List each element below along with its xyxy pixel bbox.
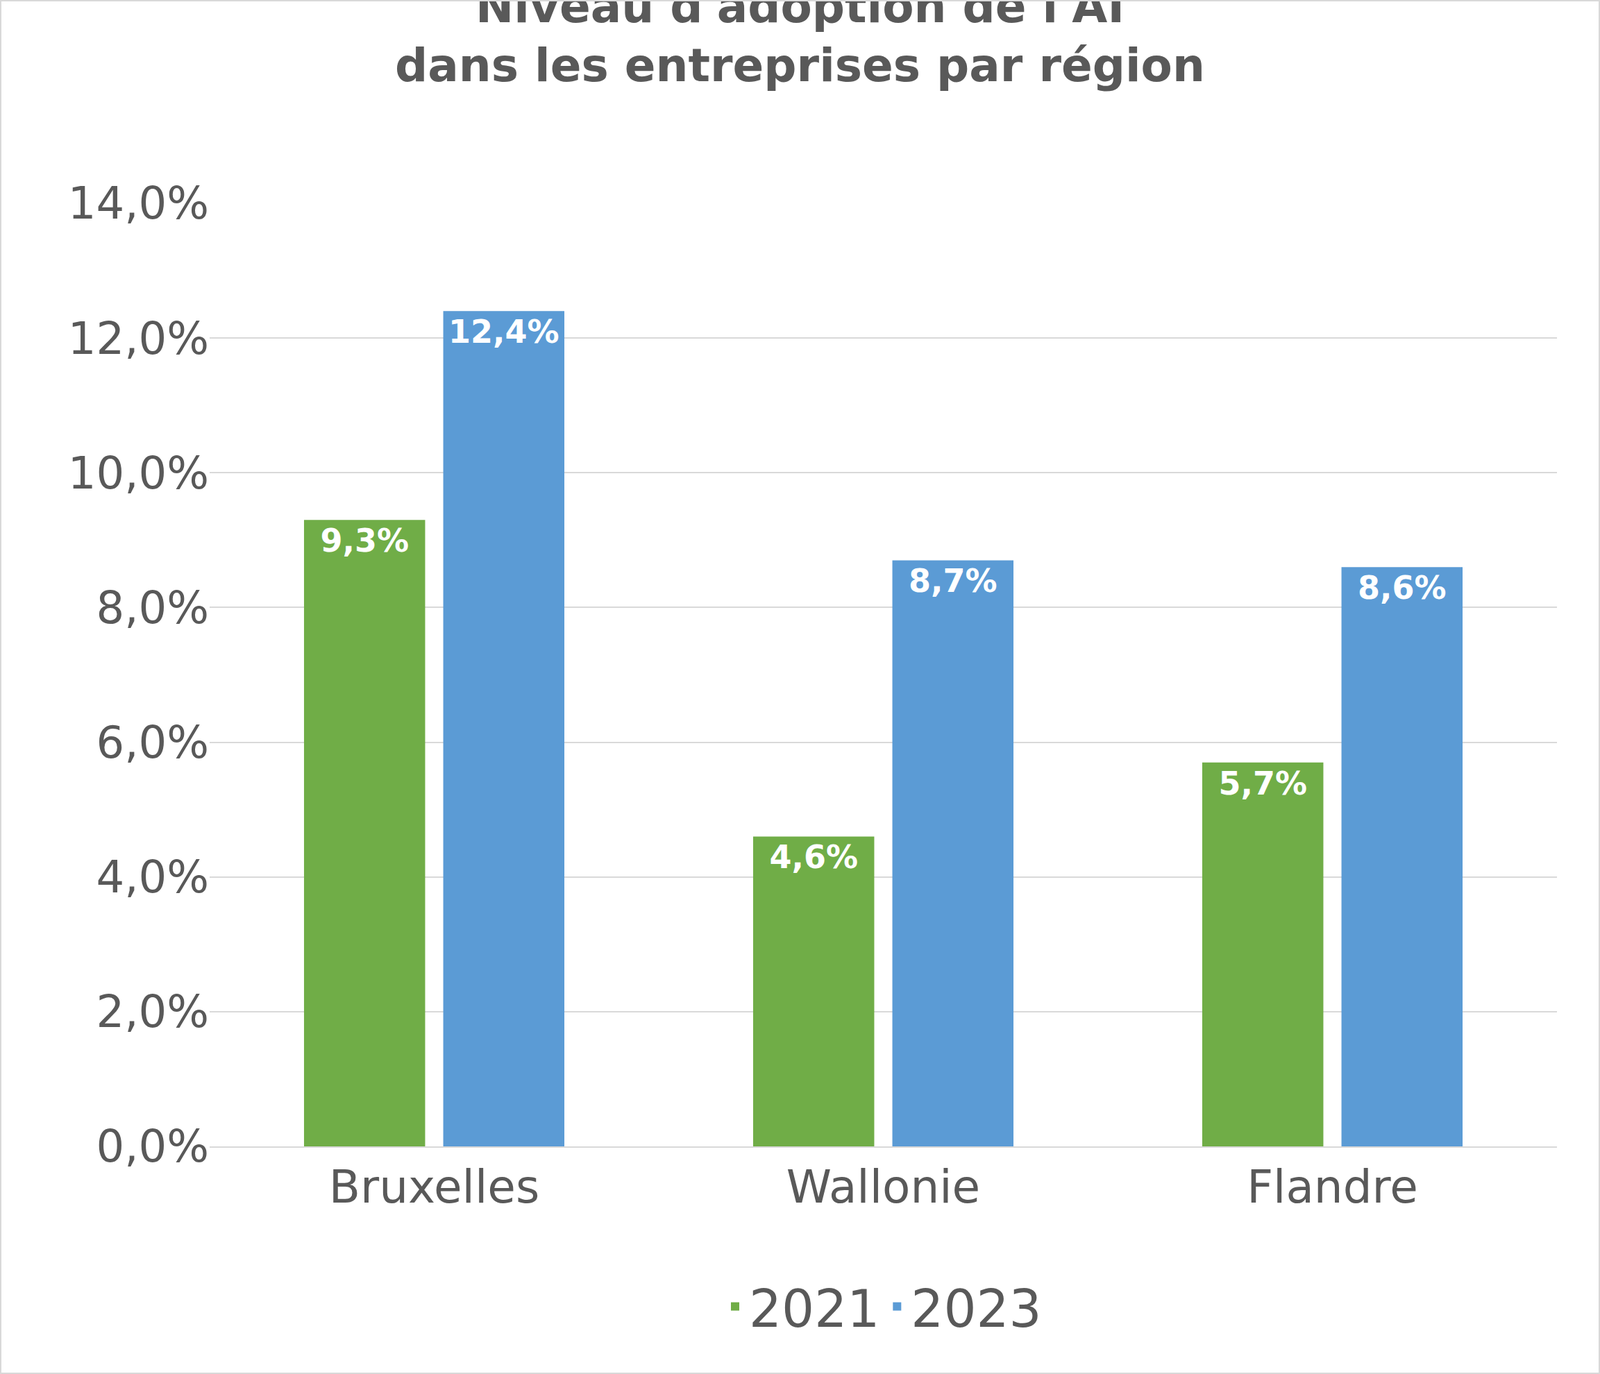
- svg-text:4,6%: 4,6%: [769, 838, 858, 877]
- svg-text:12,4%: 12,4%: [448, 313, 560, 351]
- svg-text:0,0%: 0,0%: [95, 1121, 209, 1173]
- svg-text:Bruxelles: Bruxelles: [329, 1160, 541, 1215]
- svg-text:14,0%: 14,0%: [68, 177, 209, 230]
- svg-text:9,3%: 9,3%: [320, 521, 409, 560]
- svg-text:6,0%: 6,0%: [95, 717, 209, 769]
- svg-text:10,0%: 10,0%: [68, 447, 209, 500]
- svg-text:4,0%: 4,0%: [95, 851, 209, 904]
- svg-text:2,0%: 2,0%: [95, 986, 209, 1038]
- svg-text:Flandre: Flandre: [1246, 1160, 1419, 1215]
- svg-text:8,0%: 8,0%: [95, 582, 209, 634]
- svg-text:5,7%: 5,7%: [1218, 764, 1308, 803]
- svg-text:Wallonie: Wallonie: [786, 1160, 981, 1215]
- svg-text:2021: 2021: [748, 1278, 880, 1339]
- svg-text:Niveau d'adoption de l'AIdans: Niveau d'adoption de l'AIdans les entrep…: [394, 1, 1206, 93]
- svg-text:8,7%: 8,7%: [908, 562, 998, 600]
- svg-text:2023: 2023: [910, 1278, 1042, 1339]
- svg-text:12,0%: 12,0%: [68, 313, 209, 365]
- svg-text:8,6%: 8,6%: [1357, 569, 1447, 607]
